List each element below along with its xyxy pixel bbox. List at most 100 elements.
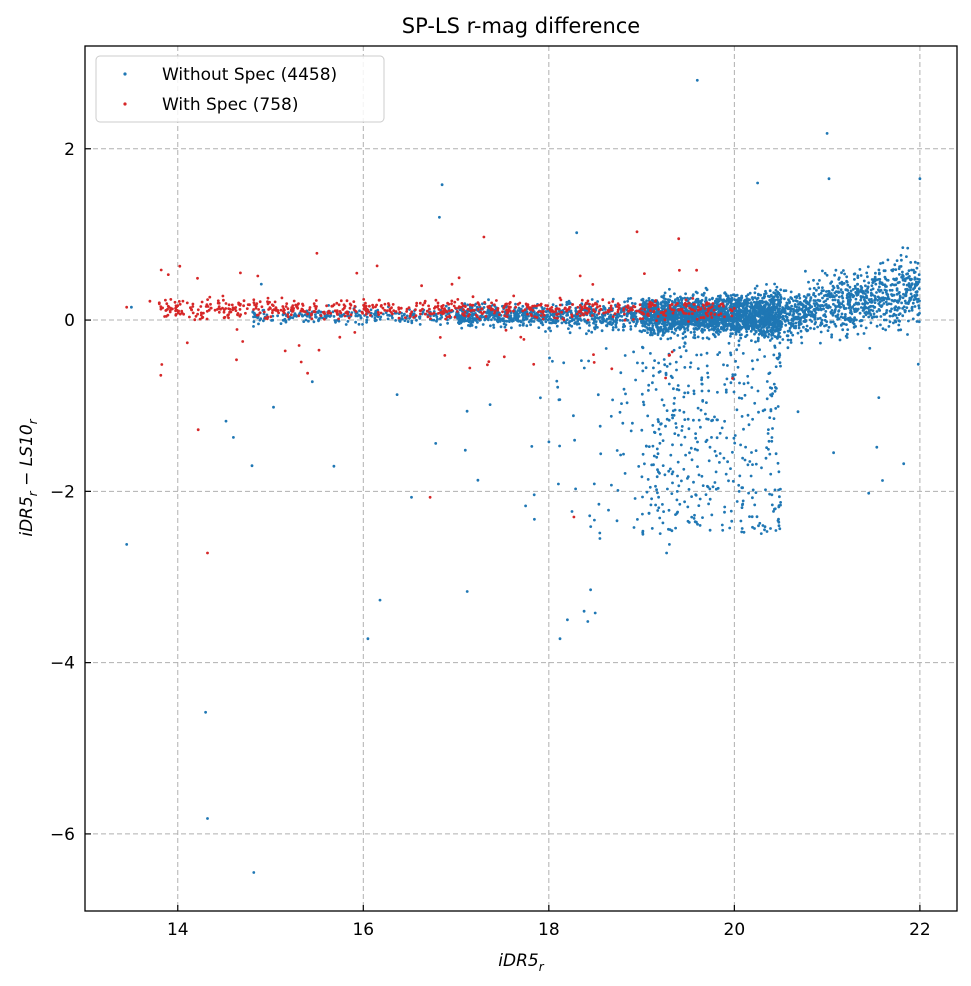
data-point [908,275,911,278]
data-point [740,397,744,400]
data-point [498,313,501,316]
data-point [733,441,737,445]
data-point [536,318,540,322]
data-point [490,318,493,322]
data-point [649,503,653,507]
data-point [618,410,622,414]
data-point [641,369,645,373]
data-point [412,316,415,319]
data-point [561,317,565,321]
data-point [812,315,816,319]
data-point [667,508,671,512]
data-point [819,330,823,334]
data-point [317,309,321,313]
data-point [768,416,772,419]
data-point [859,295,863,298]
data-point [916,261,920,265]
data-point [611,315,615,319]
data-point [898,312,902,315]
data-point [680,429,684,432]
data-point [819,341,822,345]
data-point [773,313,777,317]
data-point [777,333,780,337]
data-point [761,409,765,413]
data-point [800,335,803,339]
data-point [227,316,230,320]
data-point [270,319,273,322]
data-point [634,378,637,382]
data-point [914,290,918,294]
data-point [362,298,366,301]
data-point [856,283,859,286]
data-point [862,332,866,335]
data-point [649,352,652,355]
data-point [781,338,785,341]
data-point [257,322,260,326]
data-point [583,319,587,323]
data-point [840,302,844,306]
data-point [205,317,209,321]
data-point [708,487,712,491]
data-point [620,402,623,405]
data-point [918,177,922,181]
data-point [754,329,758,333]
data-point [684,305,688,308]
data-point [754,309,758,312]
data-point [757,320,761,324]
data-point [691,318,695,322]
data-point [421,310,425,314]
data-point [751,309,755,313]
data-point [667,310,671,314]
data-point [760,316,764,319]
data-point [901,270,904,274]
data-point [646,331,649,334]
data-point [707,328,711,332]
data-point [130,305,133,309]
data-point [643,462,646,466]
data-point [824,315,828,318]
data-point [675,315,679,319]
data-point [730,302,733,305]
data-point [395,393,399,396]
data-point [310,380,314,384]
data-point [648,485,652,489]
data-point [709,311,713,315]
data-point [717,333,720,336]
data-point [823,324,826,328]
data-point [697,313,701,317]
data-point [766,294,770,298]
data-point [548,356,551,360]
data-point [761,305,765,309]
data-point [366,637,370,641]
data-point [696,465,699,468]
data-point [673,327,677,331]
data-point [627,297,630,301]
data-point [668,543,671,546]
data-point [613,312,617,315]
data-point [245,307,249,310]
data-point [858,311,862,315]
data-point [509,317,513,321]
data-point [609,306,613,310]
data-point [444,317,447,321]
data-point [250,464,254,468]
data-point [692,418,695,422]
data-point [462,308,465,311]
data-point [198,317,202,321]
data-point [737,324,741,327]
data-point [778,352,781,355]
data-point [705,401,708,404]
data-point [753,287,757,290]
data-point [551,359,554,363]
data-point [657,361,660,365]
data-point [658,320,662,323]
data-point [713,481,717,484]
data-point [778,495,781,499]
data-point [651,444,655,448]
data-point [721,528,725,532]
data-point [671,376,674,379]
data-point [871,287,875,291]
data-point [722,320,726,323]
data-point [852,307,856,311]
data-point [740,527,744,530]
